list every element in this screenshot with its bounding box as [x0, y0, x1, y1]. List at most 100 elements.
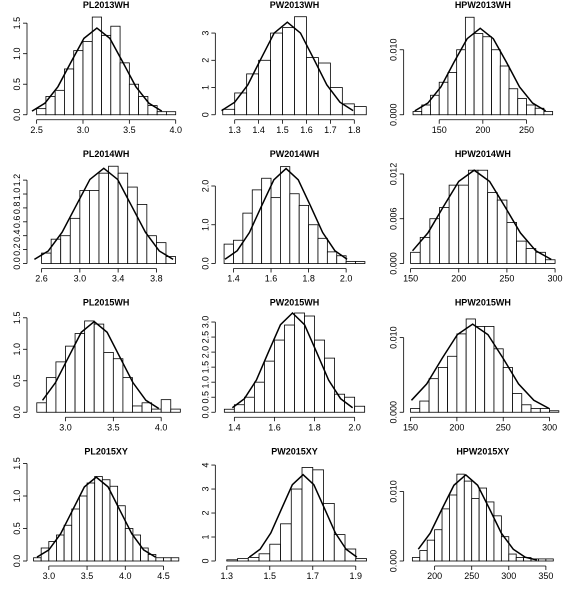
bar: [101, 479, 111, 562]
bar: [419, 550, 428, 562]
bar: [237, 558, 249, 562]
bar: [261, 177, 272, 264]
bar: [280, 166, 291, 264]
bar: [508, 88, 519, 116]
panel-title: HPW2014WH: [455, 149, 511, 159]
bar: [55, 361, 66, 413]
bar: [478, 487, 487, 562]
bar: [517, 98, 527, 116]
panel: PL2015WH 3.0 3.5 4.0 0.0 0.5 1.0 1.5: [12, 298, 181, 432]
y-tick-label: 4: [200, 463, 210, 468]
density-curve: [41, 320, 160, 410]
bar: [69, 217, 81, 264]
bar: [530, 408, 541, 413]
y-tick-label: 1.2: [12, 174, 22, 187]
y-tick-label: 2: [200, 58, 210, 63]
x-tick-label: 1.6: [268, 422, 281, 432]
x-tick-label: 1.3: [221, 571, 234, 581]
x-tick-label: 1.7: [324, 125, 337, 135]
bar: [93, 323, 105, 413]
y-tick-label: 0.000: [389, 103, 399, 126]
y-tick-label: 0.000: [389, 252, 399, 275]
x-tick-label: 4.0: [169, 125, 182, 135]
x-tick-label: 250: [499, 274, 514, 284]
bar: [535, 251, 546, 264]
bar: [269, 543, 281, 562]
bar: [473, 33, 484, 116]
bar: [284, 324, 295, 413]
bar: [270, 32, 283, 116]
bar: [484, 326, 495, 413]
density-curve: [224, 167, 348, 260]
bar: [289, 193, 300, 264]
x-tick-label: 200: [475, 125, 490, 135]
bar: [98, 172, 109, 264]
y-tick-label: 0: [200, 558, 210, 563]
bar: [428, 378, 439, 413]
bar: [324, 357, 335, 413]
y-tick-label: 0.010: [389, 326, 399, 349]
bar: [419, 400, 430, 413]
bar: [222, 108, 236, 116]
x-tick-label: 2.0: [348, 422, 361, 432]
x-tick-label: 3.5: [107, 422, 120, 432]
panel: HPW2013WH 150 200 250 0.000 0.010: [389, 0, 554, 135]
y-tick-label: 0.4: [12, 229, 22, 242]
bar: [132, 534, 141, 562]
x-tick-label: 250: [496, 422, 511, 432]
bar: [516, 240, 527, 264]
panel-title: PL2015WH: [83, 298, 130, 308]
bar: [508, 553, 517, 562]
y-tick-label: 0.2: [12, 243, 22, 256]
y-tick-label: 1.5: [12, 457, 22, 470]
bar: [526, 104, 536, 116]
bar: [412, 111, 423, 116]
x-tick-label: 150: [432, 125, 447, 135]
bar: [502, 367, 513, 413]
y-tick-label: 1.0: [12, 490, 22, 503]
x-tick-label: 3.0: [74, 274, 87, 284]
bar: [122, 377, 133, 413]
bar: [456, 333, 467, 413]
x-tick-label: 200: [451, 274, 466, 284]
density-curve: [414, 27, 547, 112]
y-tick-label: 0.5: [200, 391, 210, 404]
bar: [136, 204, 148, 264]
bar: [458, 184, 469, 264]
density-curve: [411, 169, 552, 261]
bar: [274, 339, 285, 413]
bar: [270, 197, 281, 264]
y-tick-label: 0.010: [389, 38, 399, 61]
y-tick-label: 2.5: [200, 331, 210, 344]
panel: PW2015WH 1.4 1.6 1.8 2.0 0.0 0.5 1.0 1.5 2.0 2.5 3.…: [200, 298, 366, 432]
y-tick-label: 0.5: [12, 522, 22, 535]
y-tick-label: 1.0: [12, 188, 22, 201]
x-tick-label: 4.0: [155, 422, 168, 432]
panel: HPW2015XY 200 250 300 350 0.000 0.010: [389, 446, 554, 581]
bar: [326, 251, 338, 264]
bar: [127, 186, 138, 264]
panel-title: HPW2015WH: [455, 298, 511, 308]
x-tick-label: 1.7: [307, 571, 320, 581]
panel: HPW2015WH 150 200 250 300 0.000 0.010: [389, 298, 560, 432]
bar: [345, 261, 356, 264]
bar: [434, 529, 443, 562]
bar: [117, 172, 129, 264]
bar: [64, 68, 75, 116]
bar: [304, 315, 315, 413]
x-tick-label: 1.5: [264, 571, 277, 581]
y-tick-label: 1.5: [200, 361, 210, 374]
y-tick-label: 0.000: [389, 550, 399, 573]
x-tick-label: 350: [538, 571, 553, 581]
density-curve: [31, 27, 163, 112]
bar: [525, 248, 537, 264]
bar: [156, 242, 167, 264]
bar: [79, 495, 88, 562]
x-tick-label: 2.5: [30, 125, 43, 135]
bar: [475, 326, 486, 413]
bar: [234, 92, 248, 116]
panel: PL2015XY 3.0 3.5 4.0 4.5 0.0 0.5 1.0 1.5: [12, 446, 180, 581]
bar: [447, 72, 458, 116]
bar: [101, 34, 112, 116]
bar: [160, 399, 172, 413]
